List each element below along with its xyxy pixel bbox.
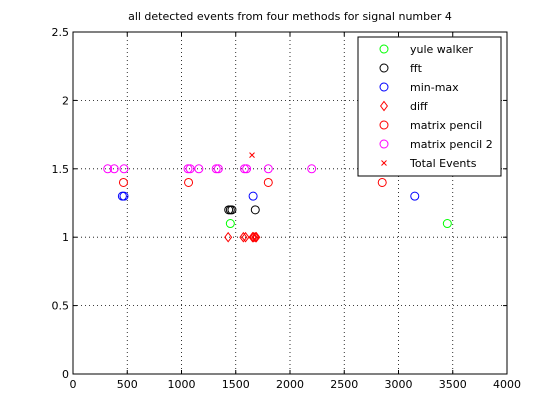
point-diff: [249, 231, 258, 243]
point-matrix-pencil: [377, 177, 387, 187]
point-diff: [251, 231, 260, 243]
series-min-max: [117, 191, 420, 201]
point-matrix-pencil-2: [263, 164, 273, 174]
x-tick-label: 0: [70, 378, 77, 391]
x-tick-label: 2500: [330, 378, 358, 391]
series-matrix-pencil: [118, 177, 387, 187]
x-tick-label: 1500: [222, 378, 250, 391]
point-matrix-pencil: [263, 177, 273, 187]
legend-label-matrix-pencil: matrix pencil: [410, 119, 482, 132]
y-axis: 0 0.5 1 1.5 2 2.5: [52, 26, 507, 381]
legend-label-min-max: min-max: [410, 81, 459, 94]
point-min-max: [119, 191, 129, 201]
point-matrix-pencil-2: [239, 164, 249, 174]
point-matrix-pencil-2: [213, 164, 223, 174]
data-marks: [103, 152, 452, 243]
x-axis: 0 500 1000 1500 2000 2500 3000 3500 4000: [70, 32, 521, 391]
point-diff: [239, 231, 248, 243]
y-tick-label: 0: [62, 368, 69, 381]
point-matrix-pencil-2: [119, 164, 129, 174]
y-tick-label: 2: [62, 94, 69, 107]
point-matrix-pencil-2: [183, 164, 193, 174]
point-matrix-pencil: [184, 177, 194, 187]
y-tick-label: 0.5: [52, 300, 70, 313]
point-fft: [250, 205, 260, 215]
y-tick-label: 1.5: [52, 163, 70, 176]
x-tick-label: 3500: [439, 378, 467, 391]
point-matrix-pencil-2: [194, 164, 204, 174]
point-min-max: [248, 191, 258, 201]
point-matrix-pencil-2: [211, 164, 221, 174]
series-diff: [224, 231, 261, 243]
point-diff: [252, 231, 261, 243]
x-tick-label: 3000: [385, 378, 413, 391]
point-diff: [224, 231, 233, 243]
legend: yule walker fft min-max diff matrix pencil ma…: [357, 36, 502, 177]
point-fft: [227, 205, 237, 215]
chart-title: all detected events from four methods fo…: [128, 10, 452, 23]
point-matrix-pencil-2: [185, 164, 195, 174]
point-total-events: [249, 152, 255, 158]
legend-marker-fft: [379, 63, 389, 73]
point-diff: [248, 231, 257, 243]
legend-label-yule-walker: yule walker: [410, 43, 473, 56]
point-matrix-pencil-2: [103, 164, 113, 174]
x-tick-label: 2000: [276, 378, 304, 391]
point-min-max: [410, 191, 420, 201]
point-matrix-pencil-2: [242, 164, 252, 174]
series-total-events: [249, 152, 255, 158]
legend-marker-matrix-pencil: [379, 120, 389, 130]
legend-label-diff: diff: [410, 100, 428, 113]
point-yule-walker: [225, 219, 235, 229]
y-tick-label: 1: [62, 231, 69, 244]
legend-marker-min-max: [379, 82, 389, 92]
y-tick-label: 2.5: [52, 26, 70, 39]
series-yule-walker: [225, 219, 452, 229]
point-yule-walker: [442, 219, 452, 229]
legend-marker-diff: [380, 100, 388, 112]
series-fft: [224, 205, 260, 215]
point-matrix-pencil-2: [307, 164, 317, 174]
x-tick-label: 1000: [168, 378, 196, 391]
legend-marker-yule-walker: [379, 44, 389, 54]
legend-box: [357, 36, 502, 177]
legend-marker-matrix-pencil-2: [379, 139, 389, 149]
point-matrix-pencil-2: [109, 164, 119, 174]
legend-marker-total-events: [381, 160, 387, 166]
point-matrix-pencil: [118, 177, 128, 187]
series-matrix-pencil-2: [103, 164, 317, 174]
x-tick-label: 4000: [493, 378, 521, 391]
legend-label-matrix-pencil-2: matrix pencil 2: [410, 138, 493, 151]
x-tick-label: 500: [117, 378, 138, 391]
legend-label-fft: fft: [410, 62, 423, 75]
point-diff: [241, 231, 250, 243]
legend-label-total-events: Total Events: [409, 157, 477, 170]
